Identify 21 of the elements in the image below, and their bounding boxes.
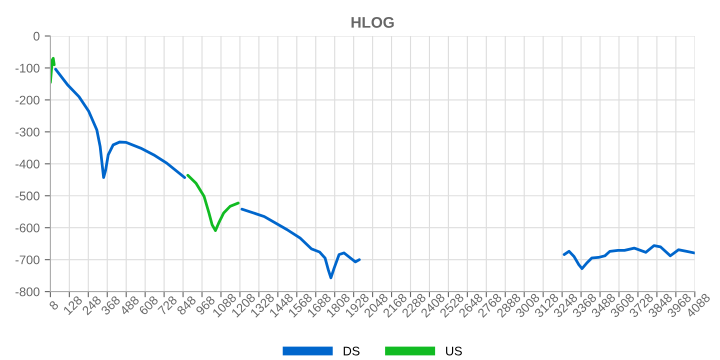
y-tick-label: -800 xyxy=(16,287,40,296)
x-tick-label: 488 xyxy=(119,295,140,316)
x-tick-label: 848 xyxy=(176,295,197,316)
y-tick-label: -100 xyxy=(16,64,40,73)
y-tick-label: 0 xyxy=(34,32,40,41)
legend-label: DS xyxy=(344,346,360,356)
x-tick-label: 608 xyxy=(138,295,159,316)
y-tick-label: -500 xyxy=(16,192,40,200)
x-tick-label: 968 xyxy=(195,295,216,316)
y-tick-label: -300 xyxy=(16,128,40,136)
x-tick-label: 728 xyxy=(157,295,178,316)
chart-title: HLOG xyxy=(352,17,394,28)
x-tick-label: 248 xyxy=(82,295,102,316)
x-tick-label: 368 xyxy=(100,295,121,316)
x-tick-label: 8 xyxy=(48,300,59,311)
x-tick-label: 128 xyxy=(62,295,83,316)
y-tick-label: -700 xyxy=(16,255,40,264)
y-tick-label: -600 xyxy=(16,224,40,232)
y-tick-label: -400 xyxy=(16,160,40,168)
legend-label: US xyxy=(446,346,462,356)
y-tick-label: -200 xyxy=(16,96,40,105)
